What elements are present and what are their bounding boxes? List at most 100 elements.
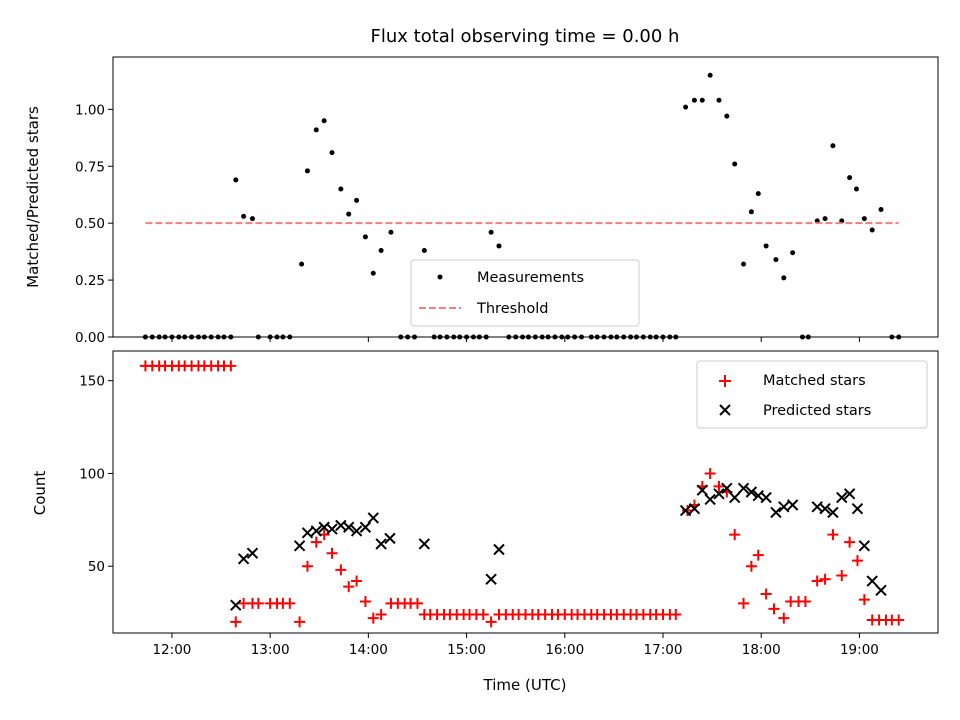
- predicted-point: [770, 506, 782, 519]
- predicted-point: [696, 484, 708, 496]
- predicted-point: [827, 506, 839, 519]
- x-tick-label: 15:00: [447, 642, 486, 658]
- matched-point: [738, 597, 750, 609]
- predicted-point: [375, 538, 387, 550]
- measurement-point: [773, 257, 779, 263]
- measurement-point: [755, 191, 761, 197]
- matched-point: [893, 614, 905, 626]
- matched-point: [745, 560, 757, 572]
- predicted-point: [819, 502, 831, 515]
- predicted-point: [737, 482, 750, 494]
- chart-title: Flux total observing time = 0.00 h: [371, 26, 680, 47]
- matched-point: [359, 595, 371, 607]
- predicted-point: [237, 553, 250, 565]
- measurement-point: [724, 113, 730, 119]
- measurement-point: [338, 186, 344, 192]
- x-tick-label: 13:00: [251, 642, 290, 658]
- bottom-legend: Matched stars Predicted stars: [696, 360, 928, 429]
- x-tick-label: 19:00: [840, 642, 879, 658]
- matched-point: [284, 597, 296, 609]
- predicted-point: [728, 491, 741, 504]
- y-tick-label: 0.25: [75, 273, 105, 289]
- predicted-point: [760, 491, 772, 504]
- measurement-point: [321, 118, 327, 124]
- predicted-point: [851, 502, 864, 515]
- bottom-xlabel: Time (UTC): [483, 676, 567, 694]
- predicted-point: [713, 488, 725, 500]
- matched-point: [301, 560, 313, 572]
- predicted-point: [778, 501, 790, 513]
- matched-point: [225, 360, 237, 372]
- bottom-axes-frame: [112, 350, 939, 634]
- matched-point: [335, 564, 347, 576]
- measurement-point: [822, 216, 828, 222]
- predicted-point: [359, 521, 372, 533]
- measurement-point: [790, 250, 796, 256]
- measurement-point: [814, 218, 820, 224]
- measurement-point: [861, 216, 867, 222]
- matched-point: [411, 597, 423, 609]
- legend-marker-measurements: [437, 274, 443, 280]
- matched-point: [844, 536, 856, 548]
- measurement-point: [847, 175, 853, 181]
- predicted-point: [875, 584, 887, 597]
- matched-point: [326, 547, 338, 559]
- measurement-point: [233, 177, 239, 183]
- bottom-axes: 50 100 150 12:00 13:00 14:00 15:00 16:00 17:00 18…: [79, 360, 905, 658]
- top-legend: Measurements Threshold: [410, 259, 640, 327]
- matched-point: [351, 575, 363, 587]
- predicted-point: [493, 543, 505, 556]
- matched-point: [252, 597, 264, 609]
- y-tick-label: 100: [79, 466, 105, 482]
- x-tick-label: 18:00: [742, 642, 781, 658]
- matched-point: [827, 529, 839, 541]
- legend-marker-predicted: [719, 404, 731, 416]
- predicted-point: [310, 525, 323, 537]
- predicted-point: [843, 488, 856, 500]
- measurement-point: [763, 243, 769, 249]
- legend-label-matched: Matched stars: [763, 373, 866, 389]
- matched-point: [729, 529, 741, 541]
- measurement-point: [691, 97, 697, 103]
- matched-point: [819, 573, 831, 585]
- x-tick-label: 12:00: [152, 642, 191, 658]
- x-tick-label: 14:00: [349, 642, 388, 658]
- matched-point: [836, 569, 848, 581]
- matched-point: [485, 616, 497, 628]
- predicted-point: [326, 523, 338, 535]
- measurement-point: [741, 261, 747, 267]
- matched-point: [310, 536, 322, 548]
- y-tick-label: 0.50: [75, 216, 105, 232]
- matched-point: [811, 575, 823, 587]
- measurement-point: [853, 186, 859, 192]
- matched-point: [230, 616, 242, 628]
- measurement-point: [732, 161, 738, 167]
- matched-point: [294, 616, 306, 628]
- predicted-point: [745, 486, 758, 498]
- measurement-point: [878, 207, 884, 213]
- matched-point: [858, 594, 870, 606]
- measurement-point: [370, 270, 376, 276]
- predicted-point: [343, 521, 355, 533]
- bottom-ylabel: Count: [31, 471, 49, 516]
- matched-point: [375, 608, 387, 620]
- matched-point: [704, 467, 716, 479]
- measurement-point: [388, 229, 394, 235]
- measurement-point: [249, 216, 255, 222]
- measurement-point: [781, 275, 787, 281]
- measurement-point: [716, 97, 722, 103]
- measurement-point: [830, 143, 836, 149]
- measurement-point: [299, 261, 305, 267]
- measurement-point: [346, 211, 352, 217]
- top-ylabel: Matched/Predicted stars: [24, 106, 42, 288]
- x-tick-label: 16:00: [545, 642, 584, 658]
- measurement-point: [241, 213, 247, 219]
- y-tick-label: 1.00: [75, 102, 105, 118]
- predicted-point: [485, 573, 497, 585]
- predicted-point: [350, 525, 363, 537]
- predicted-point: [367, 512, 379, 524]
- y-tick-label: 0.00: [75, 330, 105, 346]
- measurement-point: [683, 104, 689, 110]
- legend-marker-matched: [719, 375, 731, 387]
